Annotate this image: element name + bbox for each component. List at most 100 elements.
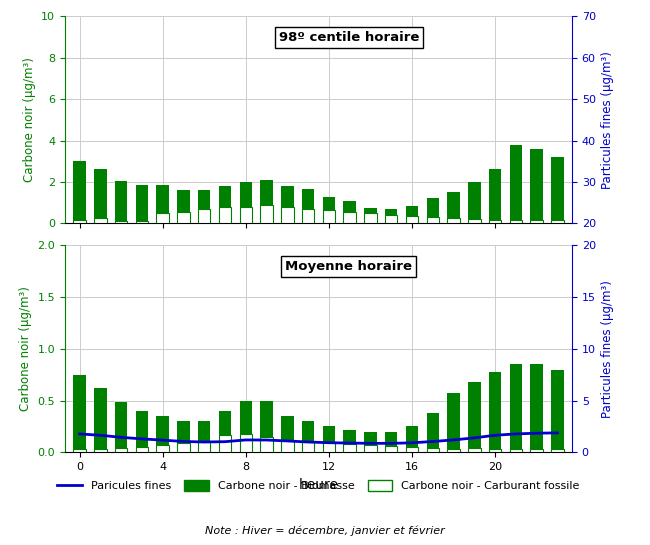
Bar <box>260 401 273 452</box>
Bar <box>343 212 356 223</box>
Bar <box>157 445 169 452</box>
Bar <box>406 216 418 223</box>
Bar <box>489 168 501 223</box>
Bar <box>322 426 335 452</box>
Bar <box>260 180 273 223</box>
Bar <box>219 186 231 223</box>
Bar <box>115 402 127 452</box>
Bar <box>73 375 86 452</box>
Bar <box>322 442 335 452</box>
Bar <box>302 442 315 452</box>
Bar <box>136 221 148 223</box>
Bar <box>364 432 377 452</box>
Bar <box>302 209 315 223</box>
Bar <box>198 209 211 223</box>
Bar <box>240 401 252 452</box>
Bar <box>157 416 169 452</box>
Text: Note : Hiver = décembre, janvier et février: Note : Hiver = décembre, janvier et févr… <box>205 525 445 536</box>
Bar <box>115 448 127 452</box>
Bar <box>468 219 480 223</box>
Bar <box>510 145 522 223</box>
Bar <box>406 426 418 452</box>
Bar <box>115 221 127 223</box>
Bar <box>426 217 439 223</box>
Bar <box>240 207 252 223</box>
Bar <box>551 220 564 223</box>
Bar <box>198 190 211 223</box>
Bar <box>406 447 418 452</box>
Bar <box>364 213 377 223</box>
Bar <box>177 443 190 452</box>
Bar <box>219 435 231 452</box>
Bar <box>94 449 107 452</box>
Bar <box>219 207 231 223</box>
Bar <box>302 189 315 223</box>
Bar <box>426 448 439 452</box>
Bar <box>468 182 480 223</box>
Bar <box>530 449 543 452</box>
Bar <box>530 365 543 452</box>
Bar <box>510 449 522 452</box>
Bar <box>136 447 148 452</box>
Bar <box>322 197 335 223</box>
Bar <box>510 365 522 452</box>
Bar <box>489 220 501 223</box>
Bar <box>94 388 107 452</box>
Bar <box>530 220 543 223</box>
Bar <box>322 210 335 223</box>
Bar <box>157 185 169 223</box>
Bar <box>343 429 356 452</box>
Bar <box>240 182 252 223</box>
Bar <box>281 207 294 223</box>
Bar <box>364 208 377 223</box>
Bar <box>385 432 397 452</box>
Bar <box>240 434 252 452</box>
Bar <box>281 416 294 452</box>
Bar <box>219 411 231 452</box>
Legend: Paricules fines, Carbone noir - Biomasse, Carbone noir - Carburant fossile: Paricules fines, Carbone noir - Biomasse… <box>53 476 584 496</box>
Bar <box>157 213 169 223</box>
Bar <box>198 442 211 452</box>
Y-axis label: Carbone noir (μg/m³): Carbone noir (μg/m³) <box>23 57 36 183</box>
Bar <box>510 220 522 223</box>
Bar <box>364 445 377 452</box>
Bar <box>468 382 480 452</box>
Bar <box>447 218 460 223</box>
X-axis label: heure: heure <box>298 477 339 492</box>
Bar <box>489 372 501 452</box>
Bar <box>136 411 148 452</box>
Bar <box>406 206 418 223</box>
Bar <box>385 209 397 223</box>
Bar <box>302 421 315 452</box>
Bar <box>530 149 543 223</box>
Bar <box>447 449 460 452</box>
Bar <box>447 393 460 452</box>
Bar <box>447 192 460 223</box>
Bar <box>260 205 273 223</box>
Bar <box>260 437 273 452</box>
Bar <box>73 220 86 223</box>
Text: 98º centile horaire: 98º centile horaire <box>279 31 419 44</box>
Bar <box>281 186 294 223</box>
Bar <box>426 197 439 223</box>
Bar <box>426 413 439 452</box>
Bar <box>198 421 211 452</box>
Bar <box>177 212 190 223</box>
Bar <box>73 449 86 452</box>
Y-axis label: Particules fines (μg/m³): Particules fines (μg/m³) <box>601 51 614 189</box>
Bar <box>385 446 397 452</box>
Bar <box>551 449 564 452</box>
Bar <box>468 448 480 452</box>
Bar <box>115 181 127 223</box>
Bar <box>94 168 107 223</box>
Bar <box>94 218 107 223</box>
Bar <box>73 161 86 223</box>
Y-axis label: Carbone noir (μg/m³): Carbone noir (μg/m³) <box>19 286 32 411</box>
Bar <box>489 449 501 452</box>
Bar <box>177 421 190 452</box>
Bar <box>343 444 356 452</box>
Bar <box>136 185 148 223</box>
Y-axis label: Particules fines (μg/m³): Particules fines (μg/m³) <box>601 280 614 417</box>
Bar <box>385 215 397 223</box>
Bar <box>177 190 190 223</box>
